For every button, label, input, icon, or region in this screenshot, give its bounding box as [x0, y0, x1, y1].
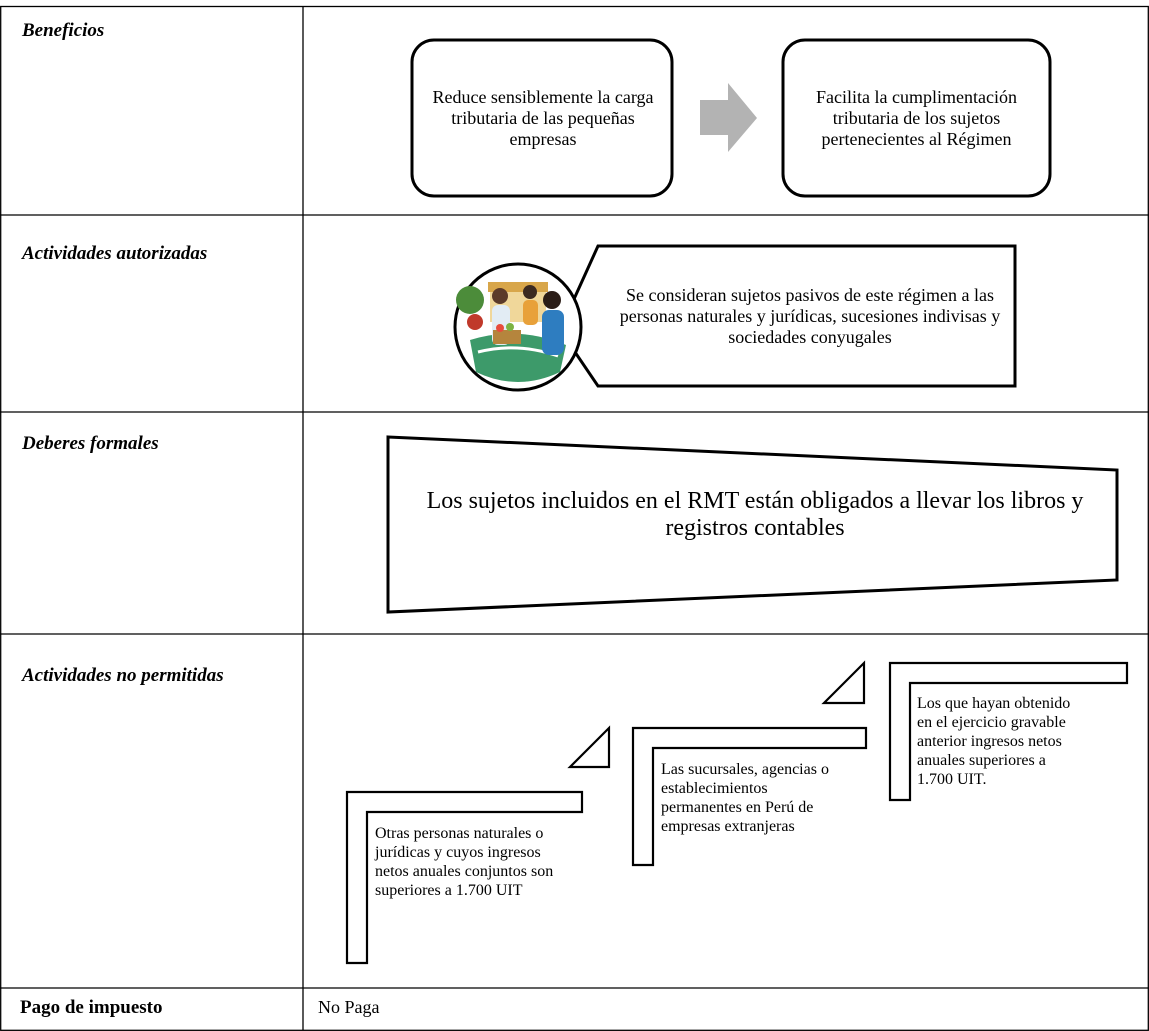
box-text: Facilita la cumplimentación tributaria d…: [816, 86, 1017, 149]
row-label: Beneficios: [22, 20, 105, 41]
step-triangle: [567, 725, 611, 769]
step-shape: [345, 790, 584, 965]
box: [410, 38, 674, 198]
box: [781, 38, 1052, 198]
row-label: Deberes formales: [22, 433, 159, 454]
trapezoid-text: Los sujetos incluidos en el RMT están ob…: [426, 488, 1084, 541]
arrow: [700, 83, 757, 152]
step-text: Otras personas naturales o jurídicas y c…: [375, 825, 554, 899]
cell-text: No Paga: [318, 997, 380, 1017]
row-label: Pago de impuesto: [20, 997, 163, 1018]
row-label: Actividades no permitidas: [22, 657, 284, 694]
illustration: [453, 262, 583, 392]
step-shape: [888, 661, 1129, 802]
trapezoid: [386, 435, 1119, 614]
step-text: Los que hayan obtenido en el ejercicio g…: [917, 695, 1071, 788]
step-text: Las sucursales, agencias o establecimien…: [661, 761, 829, 835]
callout-text: Se consideran sujetos pasivos de este ré…: [619, 284, 1001, 347]
label-text: Actividades no permitidas: [22, 665, 224, 686]
box-text: Reduce sensiblemente la carga tributaria…: [432, 86, 654, 149]
row-label: Actividades autorizadas: [22, 243, 208, 264]
step-triangle: [821, 660, 866, 705]
step-shape: [631, 726, 868, 867]
